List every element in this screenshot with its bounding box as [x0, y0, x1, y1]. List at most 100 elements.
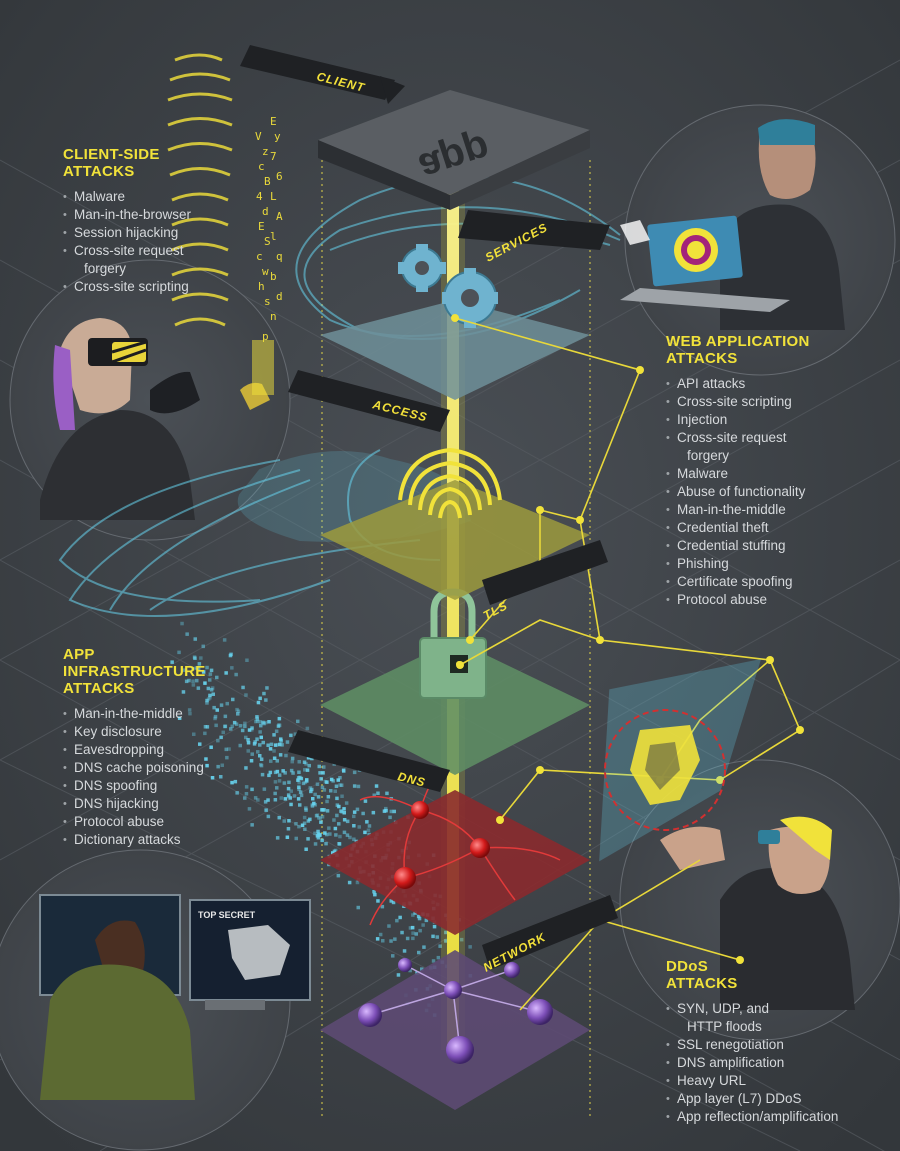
pixel-dot — [306, 819, 311, 823]
pixel-dot — [184, 679, 189, 684]
pixel-dot — [366, 828, 371, 832]
pixel-dot — [224, 671, 228, 675]
pixel-dot — [313, 792, 317, 797]
pixel-dot — [309, 789, 313, 794]
pixel-dot — [269, 759, 273, 763]
pixel-dot — [275, 769, 280, 774]
pixel-dot — [267, 720, 271, 724]
pixel-dot — [400, 930, 404, 935]
infrastructure-list: Man-in-the-middle Key disclosure Eavesdr… — [63, 705, 263, 849]
services-layer — [320, 244, 590, 400]
pixel-dot — [286, 827, 291, 831]
pixel-dot — [396, 973, 401, 977]
pixel-dot — [208, 678, 212, 682]
pixel-dot — [196, 667, 201, 671]
pixel-dot — [416, 914, 421, 919]
pixel-dot — [264, 808, 268, 812]
pixel-dot — [316, 836, 321, 840]
pixel-dot — [306, 756, 311, 760]
pixel-dot — [276, 743, 280, 747]
pixel-dot — [361, 811, 365, 816]
pixel-dot — [264, 720, 268, 725]
list-item: DNS spoofing — [63, 777, 263, 795]
svg-text:V: V — [255, 130, 262, 143]
pixel-dot — [393, 937, 397, 941]
dns-layer — [320, 769, 590, 935]
pixel-dot — [307, 763, 311, 768]
pixel-dot — [304, 808, 308, 812]
pixel-dot — [297, 824, 301, 829]
pixel-dot — [391, 900, 396, 905]
monitor-label: TOP SECRET — [198, 910, 256, 920]
pixel-dot — [444, 939, 448, 943]
list-item: DNS cache poisoning — [63, 759, 263, 777]
pixel-dot — [411, 936, 415, 941]
pixel-dot — [289, 802, 293, 807]
pixel-dot — [352, 824, 356, 828]
pixel-dot — [324, 832, 329, 837]
pixel-dot — [355, 807, 360, 812]
pixel-dot — [302, 760, 307, 764]
pixel-dot — [337, 822, 341, 826]
pixel-dot — [357, 825, 361, 829]
pixel-dot — [355, 880, 360, 885]
vertical-guides — [321, 160, 591, 1120]
pixel-dot — [413, 911, 417, 915]
pixel-dot — [305, 779, 309, 783]
pixel-dot — [335, 813, 339, 818]
analyst-monitors-illustration: TOP SECRET — [39, 894, 311, 1100]
pixel-dot — [229, 652, 233, 657]
pixel-dot — [277, 716, 282, 721]
pixel-dot — [279, 796, 283, 800]
pixel-dot — [284, 753, 288, 758]
pixel-dot — [293, 732, 298, 736]
pixel-dot — [208, 672, 213, 676]
pixel-dot — [261, 740, 265, 745]
pixel-dot — [205, 701, 209, 705]
pixel-dot — [303, 768, 307, 772]
pixel-dot — [301, 781, 306, 786]
pixel-dot — [340, 794, 344, 798]
ddos-hologram — [599, 659, 762, 862]
pixel-dot — [273, 743, 278, 747]
pixel-dot — [365, 820, 369, 824]
pixel-dot — [266, 798, 270, 802]
pixel-dot — [356, 784, 361, 789]
pixel-dot — [373, 892, 377, 897]
pixel-dot — [375, 937, 380, 941]
pixel-dot — [272, 733, 276, 737]
pixel-dot — [210, 686, 215, 690]
svg-text:y: y — [274, 130, 281, 143]
pixel-dot — [277, 779, 282, 783]
pixel-dot — [266, 743, 270, 747]
pixel-dot — [291, 771, 295, 775]
pixel-dot — [322, 808, 326, 812]
pixel-dot — [283, 797, 288, 801]
list-item: App layer (L7) DDoS — [666, 1090, 896, 1108]
web-app-title: WEB APPLICATION ATTACKS — [666, 333, 810, 367]
pixel-dot — [203, 681, 207, 685]
client-side-list: Malware Man-in-the-browser Session hijac… — [63, 188, 263, 296]
pixel-dot — [305, 726, 310, 731]
pixel-dot — [436, 955, 441, 960]
pixel-dot — [317, 816, 321, 820]
pixel-dot — [444, 930, 448, 935]
pixel-dot — [283, 771, 287, 775]
pixel-dot — [337, 804, 341, 809]
pixel-dot — [363, 830, 367, 835]
pixel-dot — [410, 925, 415, 930]
pixel-dot — [313, 842, 318, 846]
pixel-dot — [389, 939, 393, 943]
pixel-dot — [285, 740, 290, 744]
pixel-dot — [356, 905, 360, 910]
list-item: Dictionary attacks — [63, 831, 263, 849]
pixel-dot — [290, 756, 295, 761]
pixel-dot — [273, 798, 278, 802]
pixel-dot — [194, 666, 199, 670]
pixel-dot — [318, 816, 323, 820]
pixel-dot — [288, 796, 292, 800]
pixel-dot — [432, 924, 437, 929]
pixel-dot — [417, 950, 421, 955]
pixel-dot — [258, 696, 262, 701]
